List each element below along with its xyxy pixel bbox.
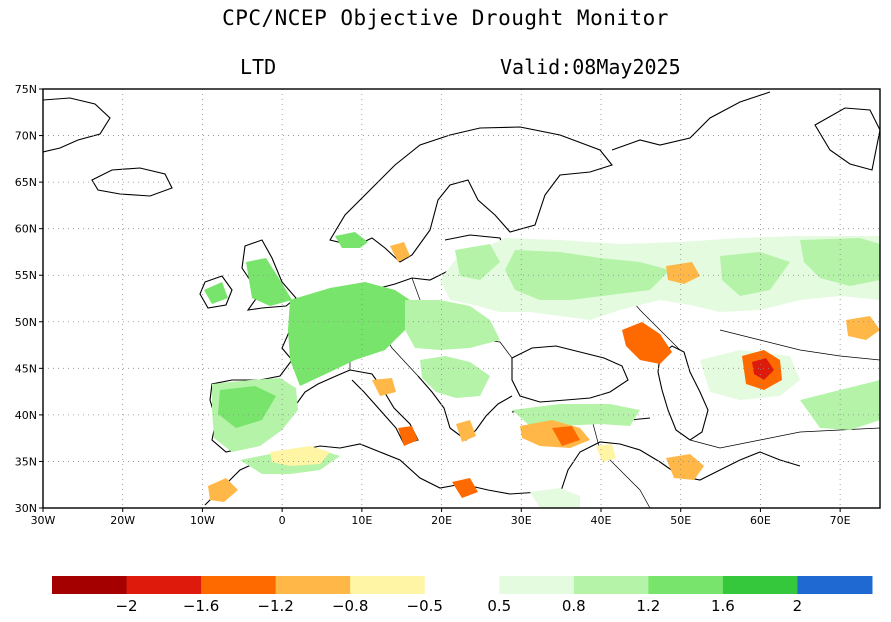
- dry-area-north-africa-light: [270, 446, 330, 466]
- legend-label: 0.8: [562, 597, 586, 615]
- wet-area-iberia-strong: [218, 386, 276, 428]
- dry-area-anatolia-strong: [552, 426, 580, 446]
- legend-swatch: [424, 576, 500, 594]
- wet-area-turkey: [512, 404, 640, 426]
- dry-area-sweden: [390, 242, 410, 262]
- wet-area-baltic: [455, 244, 500, 280]
- legend-label: 2: [793, 597, 803, 615]
- legend-swatch: [722, 576, 798, 594]
- chart-title: CPC/NCEP Objective Drought Monitor: [222, 6, 669, 30]
- legend-label: −1.6: [183, 597, 219, 615]
- legend-label: −0.8: [332, 597, 368, 615]
- legend-swatch: [52, 576, 128, 594]
- lon-tick-label: 30W: [31, 514, 56, 527]
- lon-tick-label: 10E: [351, 514, 372, 527]
- map-frame: [42, 88, 881, 509]
- dry-area-greece: [456, 420, 476, 442]
- lat-tick-label: 75N: [15, 83, 37, 96]
- lon-tick-label: 30E: [511, 514, 532, 527]
- dry-area-north-caucasus: [622, 322, 672, 364]
- legend-label: −1.2: [257, 597, 293, 615]
- lon-tick-label: 50E: [670, 514, 691, 527]
- wet-area-uk: [246, 258, 292, 306]
- lat-tick-label: 65N: [15, 176, 37, 189]
- wet-area-scandinavia: [335, 232, 368, 248]
- lon-tick-label: 40E: [591, 514, 612, 527]
- dry-area-volga: [666, 262, 700, 284]
- wet-area-central-europe: [405, 300, 500, 350]
- legend-label: −2: [115, 597, 137, 615]
- lat-tick-label: 45N: [15, 362, 37, 375]
- color-legend: −2 −1.6 −1.2 −0.8 −0.5 0.5 0.8 1.2 1.6 2: [52, 576, 873, 615]
- wet-area-russia-moderate: [505, 250, 670, 300]
- latitude-axis: 30N 35N 40N 45N 50N 55N 60N 65N 70N 75N: [15, 83, 43, 515]
- legend-swatch: [499, 576, 575, 594]
- wet-area-urals: [720, 252, 790, 296]
- legend-label: 0.5: [487, 597, 511, 615]
- legend-swatch: [797, 576, 873, 594]
- legend-swatch: [126, 576, 202, 594]
- legend-swatch: [573, 576, 649, 594]
- dry-area-west-siberia: [846, 316, 880, 340]
- lat-tick-label: 55N: [15, 269, 37, 282]
- lon-tick-label: 20W: [110, 514, 135, 527]
- legend-label: 1.6: [711, 597, 735, 615]
- lon-tick-label: 70E: [830, 514, 851, 527]
- legend-label: −0.5: [407, 597, 443, 615]
- lat-tick-label: 70N: [15, 130, 37, 143]
- index-label: LTD: [240, 55, 277, 79]
- dry-anomaly-areas: [208, 242, 880, 502]
- dry-area-morocco: [208, 478, 238, 502]
- valid-date-label: Valid:08May2025: [500, 55, 681, 79]
- lat-tick-label: 35N: [15, 455, 37, 468]
- dry-area-iran: [666, 454, 704, 480]
- lon-tick-label: 10W: [190, 514, 215, 527]
- lon-tick-label: 60E: [750, 514, 771, 527]
- legend-swatch: [275, 576, 351, 594]
- wet-area-western-europe: [288, 282, 410, 386]
- map-field: [43, 89, 880, 508]
- lat-tick-label: 30N: [15, 502, 37, 515]
- lon-tick-label: 20E: [431, 514, 452, 527]
- lat-tick-label: 60N: [15, 223, 37, 236]
- dry-area-levant: [596, 444, 616, 462]
- dry-area-aral-severe: [752, 358, 774, 380]
- wet-area-ireland: [204, 282, 228, 304]
- longitude-axis: 30W 20W 10W 0 10E 20E 30E 40E 50E 60E 70E: [31, 508, 851, 527]
- lat-tick-label: 40N: [15, 409, 37, 422]
- lon-tick-label: 0: [279, 514, 286, 527]
- dry-area-algeria: [452, 478, 478, 498]
- lat-tick-label: 50N: [15, 316, 37, 329]
- legend-swatch: [648, 576, 724, 594]
- wet-area-egypt: [530, 488, 580, 508]
- wet-area-siberia: [800, 238, 880, 286]
- legend-swatch: [350, 576, 426, 594]
- legend-label: 1.2: [636, 597, 660, 615]
- wet-area-balkans: [420, 356, 490, 398]
- dry-area-sicily: [398, 426, 418, 446]
- legend-swatch: [201, 576, 277, 594]
- dry-area-spain-light: [372, 378, 396, 396]
